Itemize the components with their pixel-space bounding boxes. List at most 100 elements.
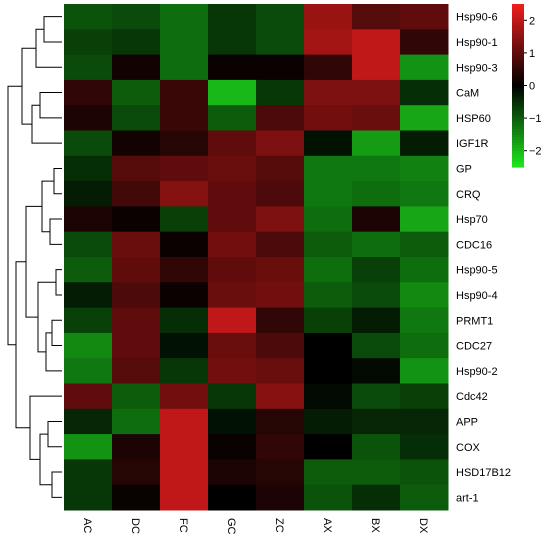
heatmap-cell xyxy=(208,307,257,334)
heatmap-cell xyxy=(352,155,401,182)
colorbar-segment xyxy=(512,93,524,97)
heatmap-cell xyxy=(256,358,305,384)
heatmap-cell xyxy=(160,4,209,30)
heatmap-cell xyxy=(112,29,161,56)
colorbar-segment xyxy=(512,80,524,84)
row-labels: Hsp90-6 Hsp90-1 Hsp90-3 CaM HSP60 IGF1R GP CRQ H… xyxy=(456,12,511,505)
colorbar-segment xyxy=(512,126,524,130)
heatmap-cell xyxy=(64,155,113,182)
heatmap-cell xyxy=(352,105,401,131)
heatmap-cell xyxy=(352,130,401,157)
heatmap-cell xyxy=(112,282,161,309)
heatmap-cell xyxy=(352,332,401,359)
heatmap-cell xyxy=(304,231,353,258)
heatmap-cell xyxy=(64,358,113,384)
colorbar-segment xyxy=(512,120,524,125)
row-label: CDC16 xyxy=(456,239,492,251)
colorbar-segment xyxy=(512,9,524,13)
colorbar-segment xyxy=(512,36,524,40)
colorbar-segment xyxy=(512,25,524,30)
row-label: APP xyxy=(456,416,478,428)
colorbar-segment xyxy=(512,161,524,165)
heatmap-cell xyxy=(304,54,353,81)
colorbar-segment xyxy=(512,82,524,87)
heatmap-cell xyxy=(64,307,113,334)
heatmap-cell xyxy=(112,332,161,359)
heatmap-cell xyxy=(208,181,257,207)
heatmap-cell xyxy=(352,257,401,283)
heatmap-cell xyxy=(160,484,209,511)
heatmap-cell xyxy=(304,408,353,435)
colorbar-segment xyxy=(512,107,524,111)
colorbar-segment xyxy=(512,156,524,160)
heatmap-cell xyxy=(400,459,449,486)
heatmap-cell xyxy=(400,105,449,131)
colorbar-segment xyxy=(512,52,524,57)
heatmap-cell xyxy=(256,29,305,56)
colorbar-segment xyxy=(512,77,524,81)
colorbar-segment xyxy=(512,6,524,11)
heatmap-cell xyxy=(112,79,161,106)
row-label: Hsp90-5 xyxy=(456,265,498,277)
heatmap-cell xyxy=(352,79,401,106)
colorbar-segment xyxy=(512,90,524,95)
heatmap-cell xyxy=(304,206,353,233)
heatmap-cell xyxy=(64,459,113,486)
heatmap-cell xyxy=(304,155,353,182)
heatmap-cell xyxy=(256,383,305,410)
row-label: Hsp90-2 xyxy=(456,366,498,378)
heatmap-cell xyxy=(208,332,257,359)
colorbar-segment xyxy=(512,42,524,46)
heatmap-cell xyxy=(400,79,449,106)
column-labels: AC DC FC GC ZC AX BX DX xyxy=(81,518,429,535)
colorbar-segment xyxy=(512,88,524,92)
heatmap-cell xyxy=(208,434,257,460)
heatmap-cell xyxy=(400,29,449,56)
colorbar-segment xyxy=(512,99,524,103)
heatmap-cell xyxy=(112,4,161,30)
row-label: HSP60 xyxy=(456,113,491,125)
heatmap-cell xyxy=(64,29,113,56)
colorbar-tick-label: 1 xyxy=(529,48,535,60)
row-label: PRMT1 xyxy=(456,315,493,327)
heatmap-cell xyxy=(352,383,401,410)
heatmap-cell xyxy=(160,257,209,283)
colorbar-segment xyxy=(512,12,524,16)
heatmap-cell xyxy=(64,332,113,359)
colorbar-segment xyxy=(512,17,524,21)
heatmap-cell xyxy=(352,54,401,81)
heatmap-cell xyxy=(256,332,305,359)
heatmap-cell xyxy=(352,181,401,207)
heatmap-cell xyxy=(112,459,161,486)
heatmap-cell xyxy=(64,181,113,207)
heatmap-cell xyxy=(112,155,161,182)
heatmap-cell xyxy=(112,206,161,233)
colorbar-segment xyxy=(512,55,524,59)
heatmap-cell xyxy=(208,54,257,81)
heatmap-cell xyxy=(352,459,401,486)
heatmap-cell xyxy=(400,4,449,30)
heatmap-cell xyxy=(208,282,257,309)
colorbar-segment xyxy=(512,58,524,62)
heatmap-cell xyxy=(160,332,209,359)
row-dendrogram xyxy=(7,16,62,498)
column-label: FC xyxy=(177,518,189,533)
heatmap-cell xyxy=(400,181,449,207)
row-label: Hsp90-4 xyxy=(456,290,498,302)
row-label: Hsp90-1 xyxy=(456,37,498,49)
colorbar-segment xyxy=(512,101,524,106)
colorbar-segment xyxy=(512,128,524,133)
colorbar-segment xyxy=(512,44,524,49)
heatmap-cell xyxy=(352,231,401,258)
heatmap-cell xyxy=(160,231,209,258)
heatmap-cell xyxy=(304,282,353,309)
heatmap-cell xyxy=(160,434,209,460)
colorbar-segment xyxy=(512,61,524,65)
colorbar-segment xyxy=(512,96,524,100)
row-label: IGF1R xyxy=(456,138,488,150)
colorbar-segment xyxy=(512,28,524,32)
heatmap-cell xyxy=(256,434,305,460)
colorbar-segment xyxy=(512,47,524,51)
colorbar-segment xyxy=(512,142,524,146)
colorbar-segment xyxy=(512,153,524,157)
